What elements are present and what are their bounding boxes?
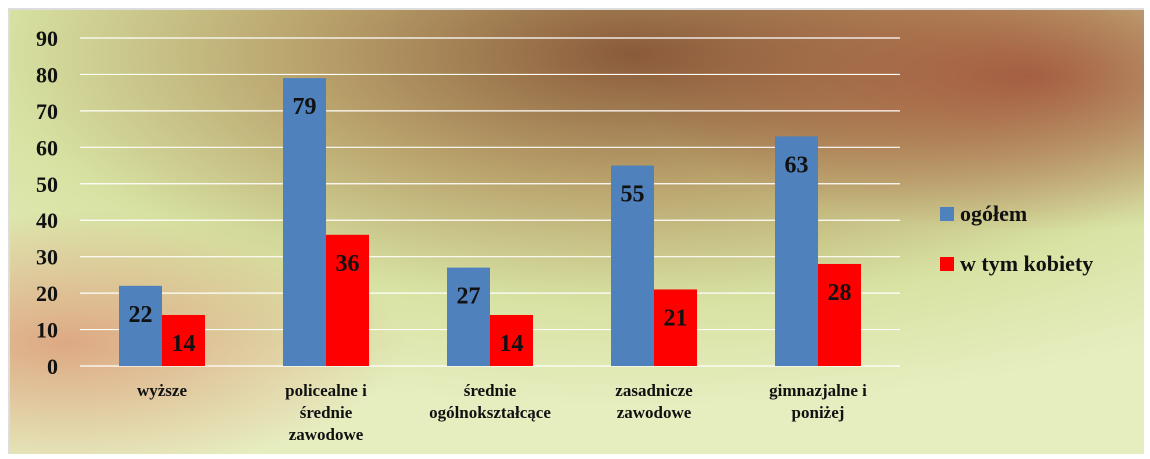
data-label: 21	[664, 305, 688, 331]
x-tick-label: wyższe	[137, 381, 187, 400]
background-tint	[10, 10, 1144, 454]
data-label: 36	[336, 251, 360, 277]
data-label: 28	[828, 280, 852, 306]
y-tick-label: 50	[36, 172, 58, 197]
data-label: 55	[621, 182, 645, 208]
data-label: 14	[500, 331, 524, 357]
data-label: 14	[172, 331, 196, 357]
bar	[818, 263, 861, 366]
y-tick-label: 70	[36, 99, 58, 124]
y-tick-label: 0	[47, 354, 58, 379]
bar	[490, 314, 533, 366]
legend-label: w tym kobiety	[960, 251, 1093, 276]
x-tick-label: średnie ogólnokształcące	[429, 381, 551, 422]
y-tick-label: 40	[36, 208, 58, 233]
data-label: 22	[129, 302, 153, 328]
bar	[283, 78, 326, 366]
legend-label: ogółem	[960, 201, 1027, 226]
y-tick-label: 10	[36, 318, 58, 343]
legend-swatch	[940, 207, 954, 221]
y-tick-label: 20	[36, 281, 58, 306]
y-tick-label: 90	[36, 26, 58, 51]
data-label: 63	[785, 152, 809, 178]
bar	[447, 267, 490, 366]
bar	[119, 285, 162, 366]
x-tick-label: zasadnicze zawodowe	[615, 381, 693, 422]
y-tick-label: 80	[36, 62, 58, 87]
data-label: 79	[293, 94, 317, 120]
x-tick-label: gimnazjalne i poniżej	[769, 381, 867, 422]
bar	[654, 289, 697, 366]
legend-swatch	[940, 257, 954, 271]
y-tick-label: 60	[36, 135, 58, 160]
bar	[775, 136, 818, 366]
y-tick-label: 30	[36, 245, 58, 270]
data-label: 27	[457, 284, 481, 310]
bar	[162, 314, 205, 366]
bar	[611, 165, 654, 366]
x-tick-label: policealne i średnie zawodowe	[285, 381, 367, 444]
bar	[326, 234, 369, 366]
